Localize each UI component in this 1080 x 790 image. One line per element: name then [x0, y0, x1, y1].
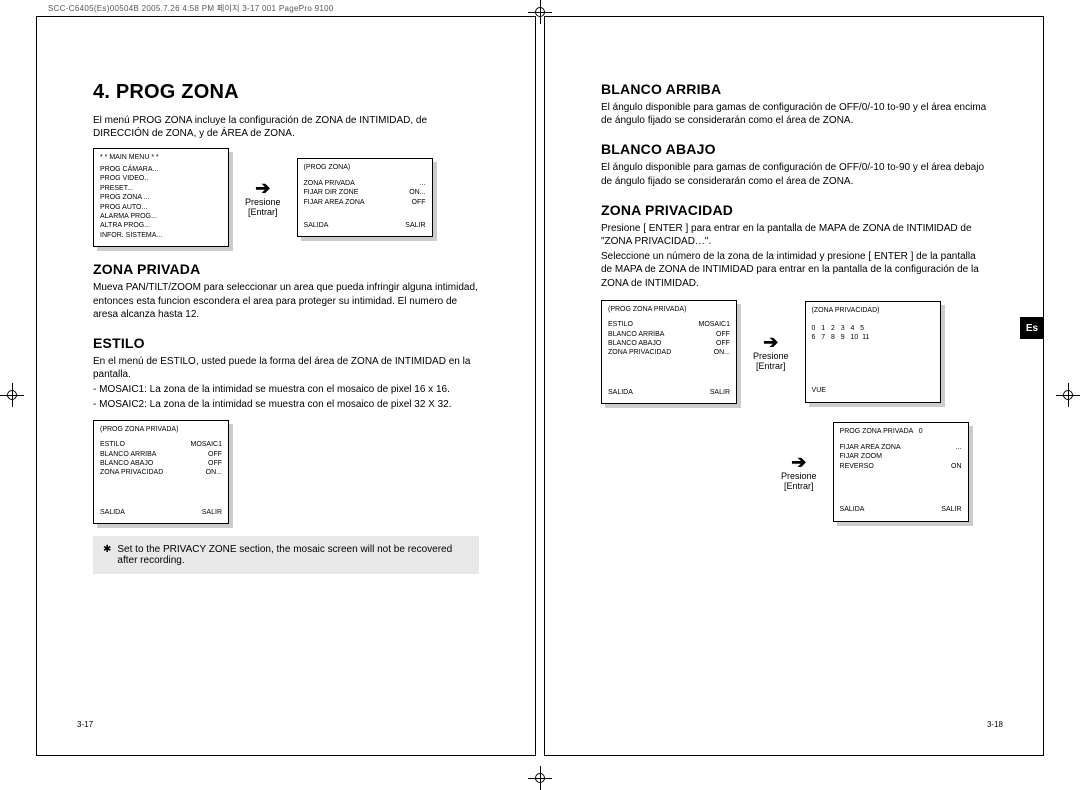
menu-row-value: OFF: [716, 330, 730, 339]
page-left: 4. PROG ZONA El menú PROG ZONA incluye l…: [36, 16, 536, 756]
menu-footer-right: SALIR: [941, 505, 961, 514]
body-text: El ángulo disponible para gamas de confi…: [601, 161, 987, 187]
body-text: Mueva PAN/TILT/ZOOM para seleccionar un …: [93, 281, 479, 321]
arrow-label: Presione: [781, 471, 817, 481]
menu-row-value: MOSAIC1: [190, 440, 222, 449]
menu-prog-zona-privada-detail: PROG ZONA PRIVADA 0 FIJAR AREA ZONA... F…: [833, 422, 969, 521]
arrow-right-icon: ➔: [763, 333, 778, 351]
menu-footer-left: SALIDA: [840, 505, 865, 514]
arrow-right-icon: ➔: [791, 453, 806, 471]
menu-title: PROG ZONA PRIVADA 0: [840, 427, 962, 436]
menu-footer-left: SALIDA: [100, 508, 125, 517]
subhead-zona-privacidad: ZONA PRIVACIDAD: [601, 202, 987, 218]
crop-mark: [1056, 383, 1080, 407]
menu-row-label: FIJAR DIR ZONE: [304, 188, 359, 197]
arrow-right-icon: ➔: [255, 179, 270, 197]
body-text: Presione [ ENTER ] para entrar en la pan…: [601, 222, 987, 248]
print-header: SCC-C6405(Es)00504B 2005.7.26 4:58 PM 페이…: [48, 3, 334, 14]
menu-row-label: ESTILO: [100, 440, 125, 449]
menu-footer-left: SALIDA: [608, 388, 633, 397]
menu-row-value: ON...: [206, 468, 222, 477]
menu-row-label: BLANCO ABAJO: [100, 459, 153, 468]
menu-footer-right: SALIR: [710, 388, 730, 397]
note-text: Set to the PRIVACY ZONE section, the mos…: [117, 544, 469, 566]
note-symbol-icon: ✱: [103, 544, 111, 566]
menu-row-value: OFF: [208, 459, 222, 468]
menu-item: PROG CÁMARA...: [100, 165, 158, 174]
arrow-label: Presione: [245, 197, 281, 207]
menu-item: PROG ZONA ...: [100, 193, 149, 202]
menu-row-value: MOSAIC1: [698, 320, 730, 329]
subhead-zona-privada: ZONA PRIVADA: [93, 261, 479, 277]
body-text: - MOSAIC2: La zona de la intimidad se mu…: [103, 398, 479, 411]
menu-item: ALARMA PROG...: [100, 212, 157, 221]
page-number: 3-18: [987, 720, 1003, 729]
menu-row-value: OFF: [412, 198, 426, 207]
body-text: - MOSAIC1: La zona de la intimidad se mu…: [103, 383, 479, 396]
menu-footer-right: SALIR: [405, 221, 425, 230]
page-number: 3-17: [77, 720, 93, 729]
menu-footer-left: SALIDA: [304, 221, 329, 230]
intro-text: El menú PROG ZONA incluye la configuraci…: [93, 114, 479, 140]
subhead-blanco-abajo: BLANCO ABAJO: [601, 141, 987, 157]
menu-main: * * MAIN MENU * * PROG CÁMARA... PROG VI…: [93, 148, 229, 247]
note-box: ✱ Set to the PRIVACY ZONE section, the m…: [93, 536, 479, 574]
arrow-group: ➔ Presione [Entrar]: [753, 333, 789, 371]
body-text: Seleccione un número de la zona de la in…: [601, 250, 987, 290]
menu-row-label: FIJAR ZOOM: [840, 452, 882, 461]
menu-row-value: ON: [951, 462, 962, 471]
menu-row-value: ON...: [714, 348, 730, 357]
menu-row-label: REVERSO: [840, 462, 874, 471]
arrow-label: [Entrar]: [756, 361, 786, 371]
menu-row-label: BLANCO ARRIBA: [608, 330, 664, 339]
crop-mark: [0, 383, 24, 407]
menu-footer-left: VUE: [812, 386, 826, 395]
arrow-label: [Entrar]: [248, 207, 278, 217]
language-tab: Es: [1020, 317, 1044, 339]
arrow-label: Presione: [753, 351, 789, 361]
menu-item: ALTRA PROG...: [100, 221, 150, 230]
menu-title: (PROG ZONA PRIVADA): [608, 305, 730, 314]
menu-row-label: FIJAR AREA ZONA: [840, 443, 901, 452]
menu-zona-privacidad: (ZONA PRIVACIDAD) 0 1 2 3 4 5 6 7 8 9 10…: [805, 301, 941, 403]
body-text: El ángulo disponible para gamas de confi…: [601, 101, 987, 127]
crop-mark: [528, 766, 552, 790]
menu-prog-zona-privada-2: (PROG ZONA PRIVADA) ESTILO MOSAIC1 BLANCO…: [601, 300, 737, 405]
menu-title: (ZONA PRIVACIDAD): [812, 306, 934, 315]
menu-title: * * MAIN MENU * *: [100, 153, 222, 162]
menu-row-label: FIJAR AREA ZONA: [304, 198, 365, 207]
menu-row-value: ...: [956, 443, 962, 452]
menu-title: (PROG ZONA PRIVADA): [100, 425, 222, 434]
menu-row-label: ESTILO: [608, 320, 633, 329]
menu-row-value: OFF: [208, 450, 222, 459]
menu-row-label: BLANCO ABAJO: [608, 339, 661, 348]
menu-row-label: ZONA PRIVACIDAD: [100, 468, 163, 477]
menu-item: PROG VIDEO..: [100, 174, 148, 183]
menu-row-label: ZONA PRIVACIDAD: [608, 348, 671, 357]
menu-row-value: ...: [420, 179, 426, 188]
menu-row-value: ON...: [409, 188, 425, 197]
menu-row-label: ZONA PRIVADA: [304, 179, 355, 188]
page-right: Es BLANCO ARRIBA El ángulo disponible pa…: [544, 16, 1044, 756]
body-text: En el menú de ESTILO, usted puede la for…: [93, 355, 479, 381]
menu-item: INFOR. SISTEMA...: [100, 231, 162, 240]
menu-prog-zona: (PROG ZONA) ZONA PRIVADA... FIJAR DIR ZO…: [297, 158, 433, 237]
arrow-label: [Entrar]: [784, 481, 814, 491]
menu-item: PRESET...: [100, 184, 133, 193]
menu-row-value: OFF: [716, 339, 730, 348]
arrow-group: ➔ Presione [Entrar]: [245, 179, 281, 217]
menu-grid-row: 0 1 2 3 4 5: [812, 324, 865, 333]
section-title: 4. PROG ZONA: [93, 81, 479, 104]
menu-grid-row: 6 7 8 9 10 11: [812, 333, 870, 342]
arrow-group: ➔ Presione [Entrar]: [781, 453, 817, 491]
menu-item: PROG AUTO...: [100, 203, 147, 212]
subhead-estilo: ESTILO: [93, 335, 479, 351]
subhead-blanco-arriba: BLANCO ARRIBA: [601, 81, 987, 97]
menu-title: (PROG ZONA): [304, 163, 426, 172]
menu-footer-right: SALIR: [202, 508, 222, 517]
menu-prog-zona-privada: (PROG ZONA PRIVADA) ESTILO MOSAIC1 BLANCO…: [93, 420, 229, 525]
menu-row-label: BLANCO ARRIBA: [100, 450, 156, 459]
